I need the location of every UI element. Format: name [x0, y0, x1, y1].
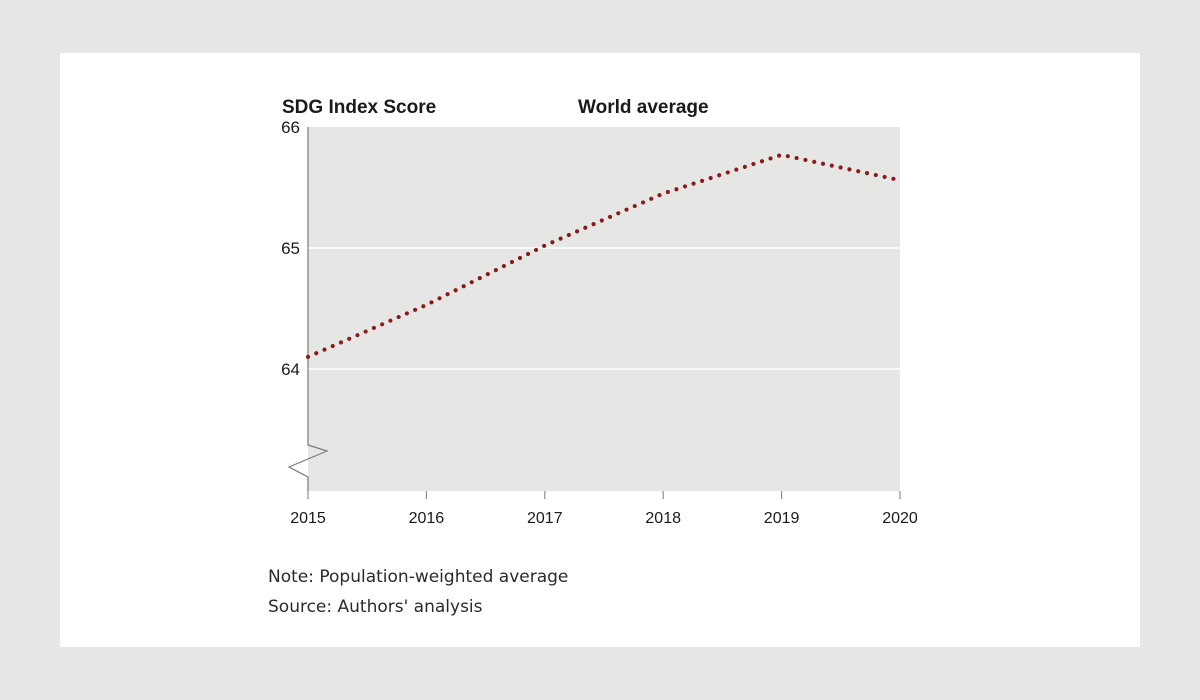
y-axis	[287, 127, 329, 491]
chart-title: World average	[578, 97, 709, 118]
y-tick-labels: 64 65 66	[281, 118, 300, 379]
x-tick-label: 2020	[882, 510, 918, 527]
x-tick-label: 2019	[764, 510, 800, 527]
note-text: Note: Population-weighted average	[268, 567, 569, 587]
y-tick-label: 65	[281, 239, 300, 258]
y-tick-label: 64	[281, 360, 300, 379]
x-tick-label: 2016	[409, 510, 445, 527]
x-axis: 2015 2016 2017 2018 2019 2020	[290, 491, 918, 527]
series-line	[305, 152, 903, 359]
y-axis-line-with-break	[287, 127, 329, 491]
y-axis-label: SDG Index Score	[282, 97, 436, 118]
gridlines	[308, 247, 900, 370]
chart-card: 2015 2016 2017 2018 2019 2020 64 65 66 SDG Inde…	[60, 53, 1140, 647]
chart-svg: 2015 2016 2017 2018 2019 2020 64 65 66 SDG Inde…	[281, 97, 918, 527]
x-tick-label: 2017	[527, 510, 563, 527]
x-tick-label: 2018	[645, 510, 681, 527]
series-world-average	[305, 152, 903, 359]
plot-background	[308, 127, 900, 491]
y-tick-label: 66	[281, 118, 300, 137]
x-tick-label: 2015	[290, 510, 326, 527]
source-text: Source: Authors' analysis	[268, 597, 483, 617]
